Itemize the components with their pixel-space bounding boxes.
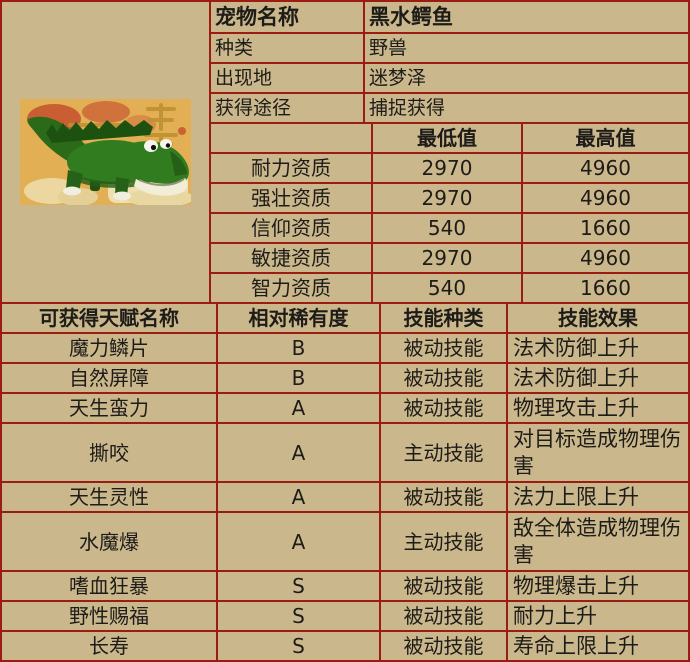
talent-rarity: B [216,362,381,394]
talents-table: 可获得天赋名称 相对稀有度 技能种类 技能效果 魔力鳞片 B 被动技能 法术防御… [1,303,689,661]
stat-label: 耐力资质 [210,152,373,184]
talent-rarity: B [216,332,381,364]
talent-type: 主动技能 [379,511,508,572]
info-label: 出现地 [210,62,365,94]
stat-min: 2970 [371,242,523,274]
stat-label: 信仰资质 [210,212,373,244]
talent-name: 天生蛮力 [1,392,218,424]
stats-header-empty [210,123,373,154]
talent-name: 撕咬 [1,422,218,483]
info-label: 种类 [210,32,365,64]
talent-type: 主动技能 [379,422,508,483]
talent-rarity: A [216,481,381,513]
pet-name-value: 黑水鳄鱼 [363,1,689,34]
info-label: 获得途径 [210,92,365,123]
talent-rarity: A [216,511,381,572]
info-value: 捕捉获得 [363,92,689,123]
talent-effect: 物理攻击上升 [506,392,689,424]
stats-block: 最低值 最高值 耐力资质 2970 4960 强壮资质 2970 4960 [210,122,689,303]
stat-row-strength: 强壮资质 2970 4960 [210,182,689,214]
talent-type: 被动技能 [379,600,508,632]
talent-row: 水魔爆 A 主动技能 敌全体造成物理伤害 [1,511,689,572]
stat-min: 2970 [371,152,523,184]
stat-row-faith: 信仰资质 540 1660 [210,212,689,244]
stat-min: 540 [371,272,523,303]
talent-type: 被动技能 [379,362,508,394]
info-row-species: 种类 野兽 [210,32,689,64]
talent-type: 被动技能 [379,570,508,602]
info-value: 迷梦泽 [363,62,689,94]
talent-row: 野性赐福 S 被动技能 耐力上升 [1,600,689,632]
talent-name: 天生灵性 [1,481,218,513]
stat-max: 4960 [521,152,689,184]
talent-row: 长寿 S 被动技能 寿命上限上升 [1,630,689,661]
talent-effect: 耐力上升 [506,600,689,632]
stat-row-endurance: 耐力资质 2970 4960 [210,152,689,184]
talent-row: 天生蛮力 A 被动技能 物理攻击上升 [1,392,689,424]
talent-row: 魔力鳞片 B 被动技能 法术防御上升 [1,332,689,364]
talents-block: 可获得天赋名称 相对稀有度 技能种类 技能效果 魔力鳞片 B 被动技能 法术防御… [1,302,689,661]
pet-image-cell [2,2,211,302]
stats-header-row: 最低值 最高值 [210,123,689,154]
talent-row: 撕咬 A 主动技能 对目标造成物理伤害 [1,422,689,483]
talent-name: 野性赐福 [1,600,218,632]
stats-header-min: 最低值 [371,123,523,154]
talent-effect: 对目标造成物理伤害 [506,422,689,483]
stat-max: 1660 [521,212,689,244]
top-section: 宠物名称 黑水鳄鱼 种类 野兽 出现地 迷梦泽 获得途径 捕捉获得 [2,1,689,303]
stat-row-intelligence: 智力资质 540 1660 [210,272,689,303]
pet-name-label: 宠物名称 [210,1,365,34]
talent-rarity: S [216,600,381,632]
talent-type: 被动技能 [379,630,508,661]
stat-max: 4960 [521,242,689,274]
talents-header-effect: 技能效果 [506,303,689,334]
talent-effect: 法术防御上升 [506,332,689,364]
info-row-obtain: 获得途径 捕捉获得 [210,92,689,123]
talent-name: 魔力鳞片 [1,332,218,364]
pet-name-row: 宠物名称 黑水鳄鱼 [210,1,689,34]
talents-header-type: 技能种类 [379,303,508,334]
talents-header-row: 可获得天赋名称 相对稀有度 技能种类 技能效果 [1,303,689,334]
talent-effect: 法力上限上升 [506,481,689,513]
talent-name: 自然屏障 [1,362,218,394]
talents-header-rarity: 相对稀有度 [216,303,381,334]
talent-effect: 物理爆击上升 [506,570,689,602]
stat-min: 2970 [371,182,523,214]
talent-rarity: S [216,570,381,602]
talent-effect: 敌全体造成物理伤害 [506,511,689,572]
aptitude-stats-table: 最低值 最高值 耐力资质 2970 4960 强壮资质 2970 4960 [210,123,689,303]
pet-basic-info-table: 宠物名称 黑水鳄鱼 种类 野兽 出现地 迷梦泽 获得途径 捕捉获得 [210,1,689,123]
stat-max: 4960 [521,182,689,214]
info-value: 野兽 [363,32,689,64]
top-tables: 宠物名称 黑水鳄鱼 种类 野兽 出现地 迷梦泽 获得途径 捕捉获得 [210,1,689,303]
talent-row: 嗜血狂暴 S 被动技能 物理爆击上升 [1,570,689,602]
stats-header-max: 最高值 [521,123,689,154]
stat-label: 智力资质 [210,272,373,303]
stat-row-agility: 敏捷资质 2970 4960 [210,242,689,274]
talent-rarity: S [216,630,381,661]
talent-effect: 法术防御上升 [506,362,689,394]
crocodile-illustration [20,99,191,205]
talent-rarity: A [216,422,381,483]
talent-type: 被动技能 [379,392,508,424]
talent-type: 被动技能 [379,481,508,513]
talent-effect: 寿命上限上升 [506,630,689,661]
talent-row: 自然屏障 B 被动技能 法术防御上升 [1,362,689,394]
talent-type: 被动技能 [379,332,508,364]
talent-name: 长寿 [1,630,218,661]
talent-name: 嗜血狂暴 [1,570,218,602]
talent-row: 天生灵性 A 被动技能 法力上限上升 [1,481,689,513]
stat-label: 敏捷资质 [210,242,373,274]
talent-rarity: A [216,392,381,424]
stat-min: 540 [371,212,523,244]
info-row-location: 出现地 迷梦泽 [210,62,689,94]
stat-max: 1660 [521,272,689,303]
stat-label: 强壮资质 [210,182,373,214]
talent-name: 水魔爆 [1,511,218,572]
talents-header-name: 可获得天赋名称 [1,303,218,334]
